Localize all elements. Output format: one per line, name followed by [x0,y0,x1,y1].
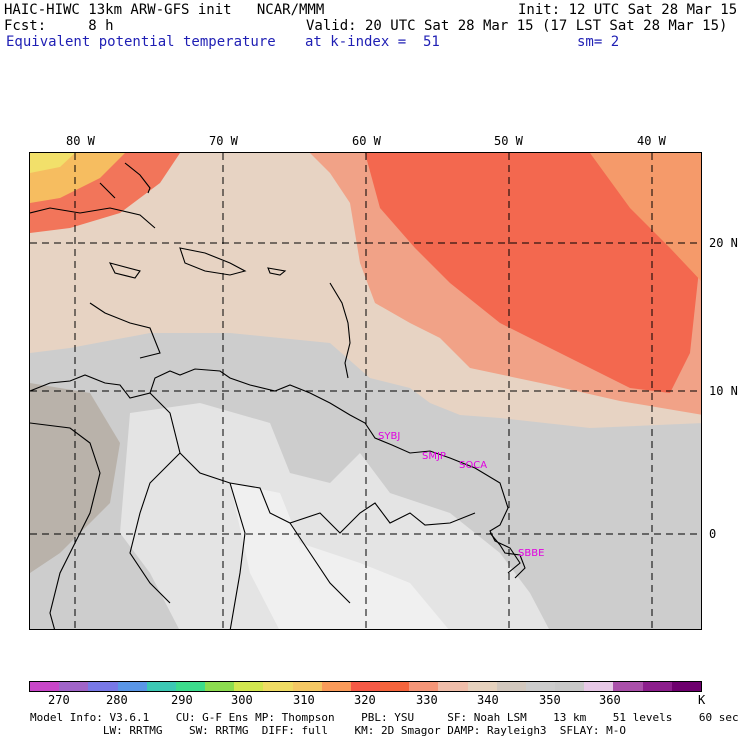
colorbar-swatch [88,682,118,691]
lon-label-70w: 70 W [209,134,238,148]
lat-label-20n: 20 N [709,236,738,250]
graticule [30,153,701,629]
field-yellow-nw [30,153,75,173]
field-red-330 [365,153,701,393]
colorbar-swatch [642,682,672,691]
station-label: SOCA [459,460,488,471]
colorbar-swatch [292,682,322,691]
station-label: SMJP [422,451,446,462]
colorbar-swatch [671,682,701,691]
colorbar-swatch [496,682,526,691]
colorbar-swatch [409,682,439,691]
colorbar-swatch [584,682,614,691]
model-info-line1: Model Info: V3.6.1 CU: G-F Ens MP: Thomp… [30,711,739,724]
lat-label-10n: 10 N [709,384,738,398]
model-title: HAIC-HIWC 13km ARW-GFS init NCAR/MMM [4,2,325,18]
colorbar-swatch [30,682,60,691]
colorbar-swatch [234,682,264,691]
colorbar-tick: 310 [293,693,315,707]
init-time: Init: 12 UTC Sat 28 Mar 15 [518,2,738,18]
colorbar-swatch [146,682,176,691]
colorbar-swatch [350,682,381,691]
lat-label-0: 0 [709,527,717,541]
station-label: SYBJ [378,431,401,442]
level-index: at k-index = 51 [305,34,440,50]
colorbar-tick: 320 [354,693,376,707]
model-info-line2: LW: RRTMG SW: RRTMG DIFF: full KM: 2D Sm… [30,724,627,737]
field-lightgray-interior [120,403,549,629]
colorbar-tick: 300 [231,693,253,707]
colorbar-tick: 360 [599,693,621,707]
colorbar-swatch [59,682,89,691]
colorbar-tick: 280 [106,693,128,707]
colorbar-swatch [525,682,556,691]
colorbar-swatch [380,682,410,691]
colorbar-swatch [205,682,235,691]
colorbar-tick: 330 [416,693,438,707]
coastlines [30,162,526,629]
station-label: SBBE [518,548,545,559]
colorbar-swatch [438,682,468,691]
field-white-interior [230,483,449,629]
forecast-hour: Fcst: 8 h [4,18,114,34]
colorbar-tick: 340 [477,693,499,707]
lon-label-80w: 80 W [66,134,95,148]
valid-time: Valid: 20 UTC Sat 28 Mar 15 (17 LST Sat … [306,18,728,34]
colorbar-tick: 290 [171,693,193,707]
colorbar [29,681,702,692]
theta-e-map [30,153,701,629]
smoothing: sm= 2 [577,34,620,50]
field-name: Equivalent potential temperature [6,34,276,50]
colorbar-swatch [263,682,293,691]
colorbar-swatch [555,682,585,691]
colorbar-swatch [175,682,206,691]
colorbar-swatch [117,682,147,691]
lon-label-40w: 40 W [637,134,666,148]
lon-label-60w: 60 W [352,134,381,148]
colorbar-tick: 270 [48,693,70,707]
colorbar-swatch [321,682,351,691]
colorbar-unit: K [698,693,706,707]
map-panel [29,152,702,630]
colorbar-swatch [467,682,497,691]
colorbar-tick: 350 [539,693,561,707]
field-orange-ne [590,153,701,281]
lon-label-50w: 50 W [494,134,523,148]
colorbar-swatch [613,682,643,691]
